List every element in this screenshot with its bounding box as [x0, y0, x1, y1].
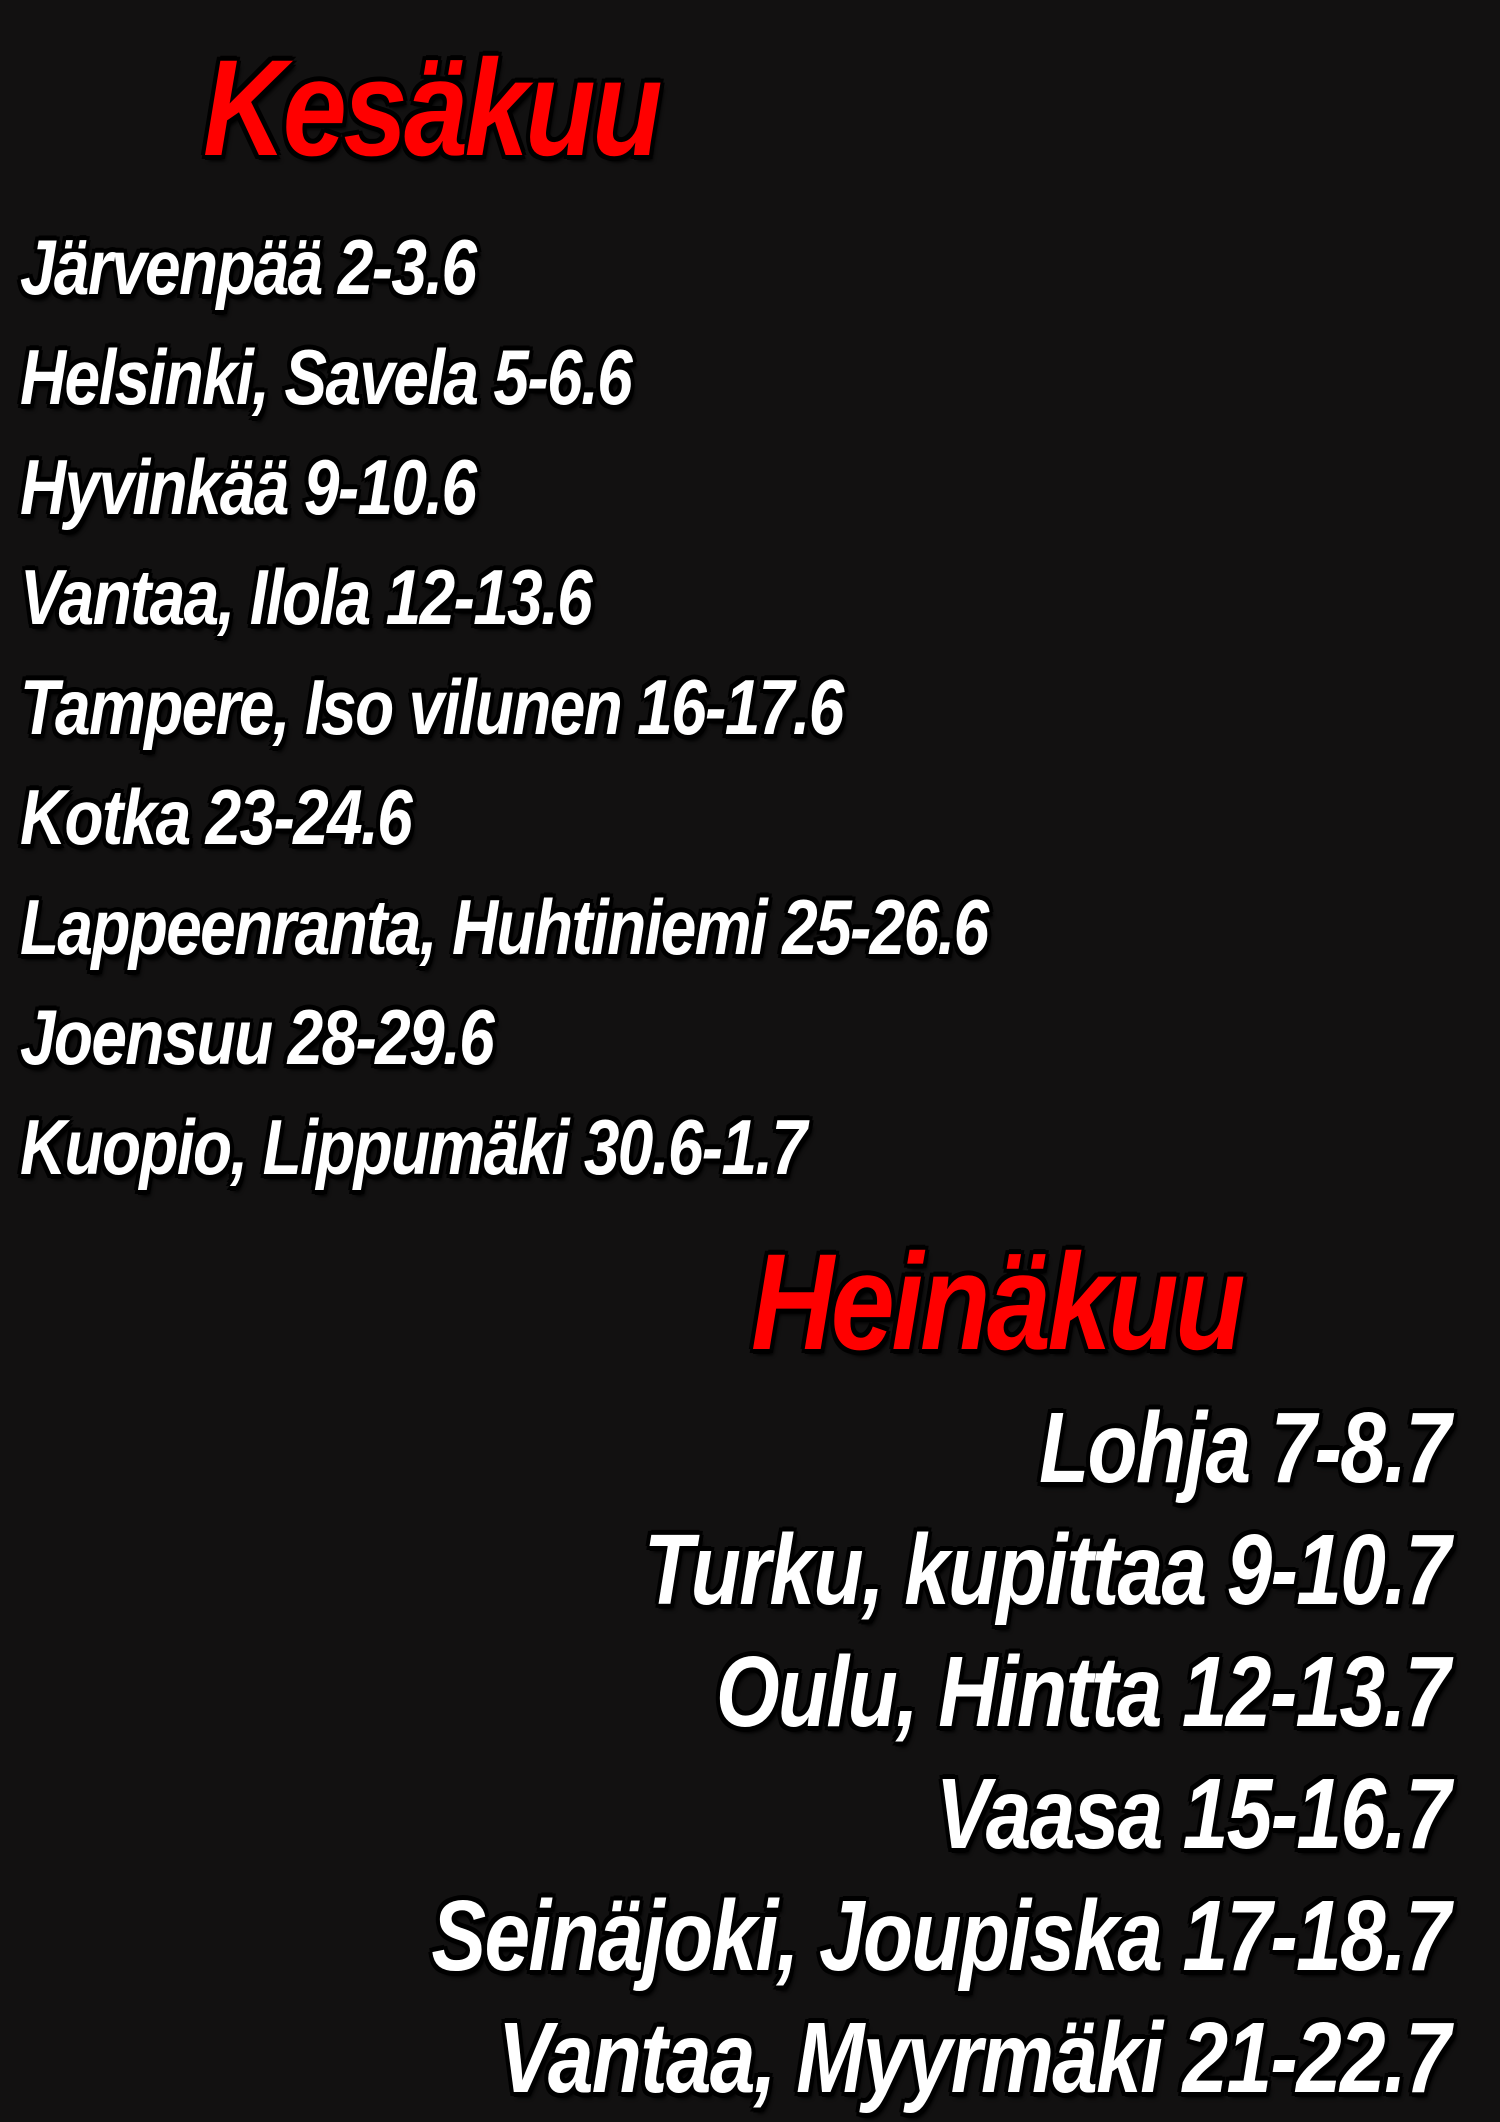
june-event: Joensuu 28-29.6 — [20, 993, 495, 1081]
july-event: Lohja 7-8.7 — [1038, 1392, 1451, 1504]
june-event: Helsinki, Savela 5-6.6 — [20, 333, 633, 421]
june-event: Lappeenranta, Huhtiniemi 25-26.6 — [20, 883, 989, 971]
july-event: Vantaa, Myyrmäki 21-22.7 — [497, 2002, 1451, 2114]
june-event: Kotka 23-24.6 — [20, 773, 413, 861]
june-event: Vantaa, Ilola 12-13.6 — [20, 553, 593, 641]
june-event: Hyvinkää 9-10.6 — [20, 443, 477, 531]
july-event: Oulu, Hintta 12-13.7 — [716, 1636, 1450, 1748]
june-heading: Kesäkuu — [203, 32, 663, 185]
july-event: Seinäjoki, Joupiska 17-18.7 — [431, 1880, 1450, 1992]
june-event: Järvenpää 2-3.6 — [20, 223, 477, 311]
july-event: Vaasa 15-16.7 — [935, 1758, 1450, 1870]
june-event: Kuopio, Lippumäki 30.6-1.7 — [20, 1103, 807, 1191]
july-event: Turku, kupittaa 9-10.7 — [643, 1514, 1451, 1626]
july-heading: Heinäkuu — [751, 1226, 1245, 1379]
june-event: Tampere, Iso vilunen 16-17.6 — [20, 663, 844, 751]
